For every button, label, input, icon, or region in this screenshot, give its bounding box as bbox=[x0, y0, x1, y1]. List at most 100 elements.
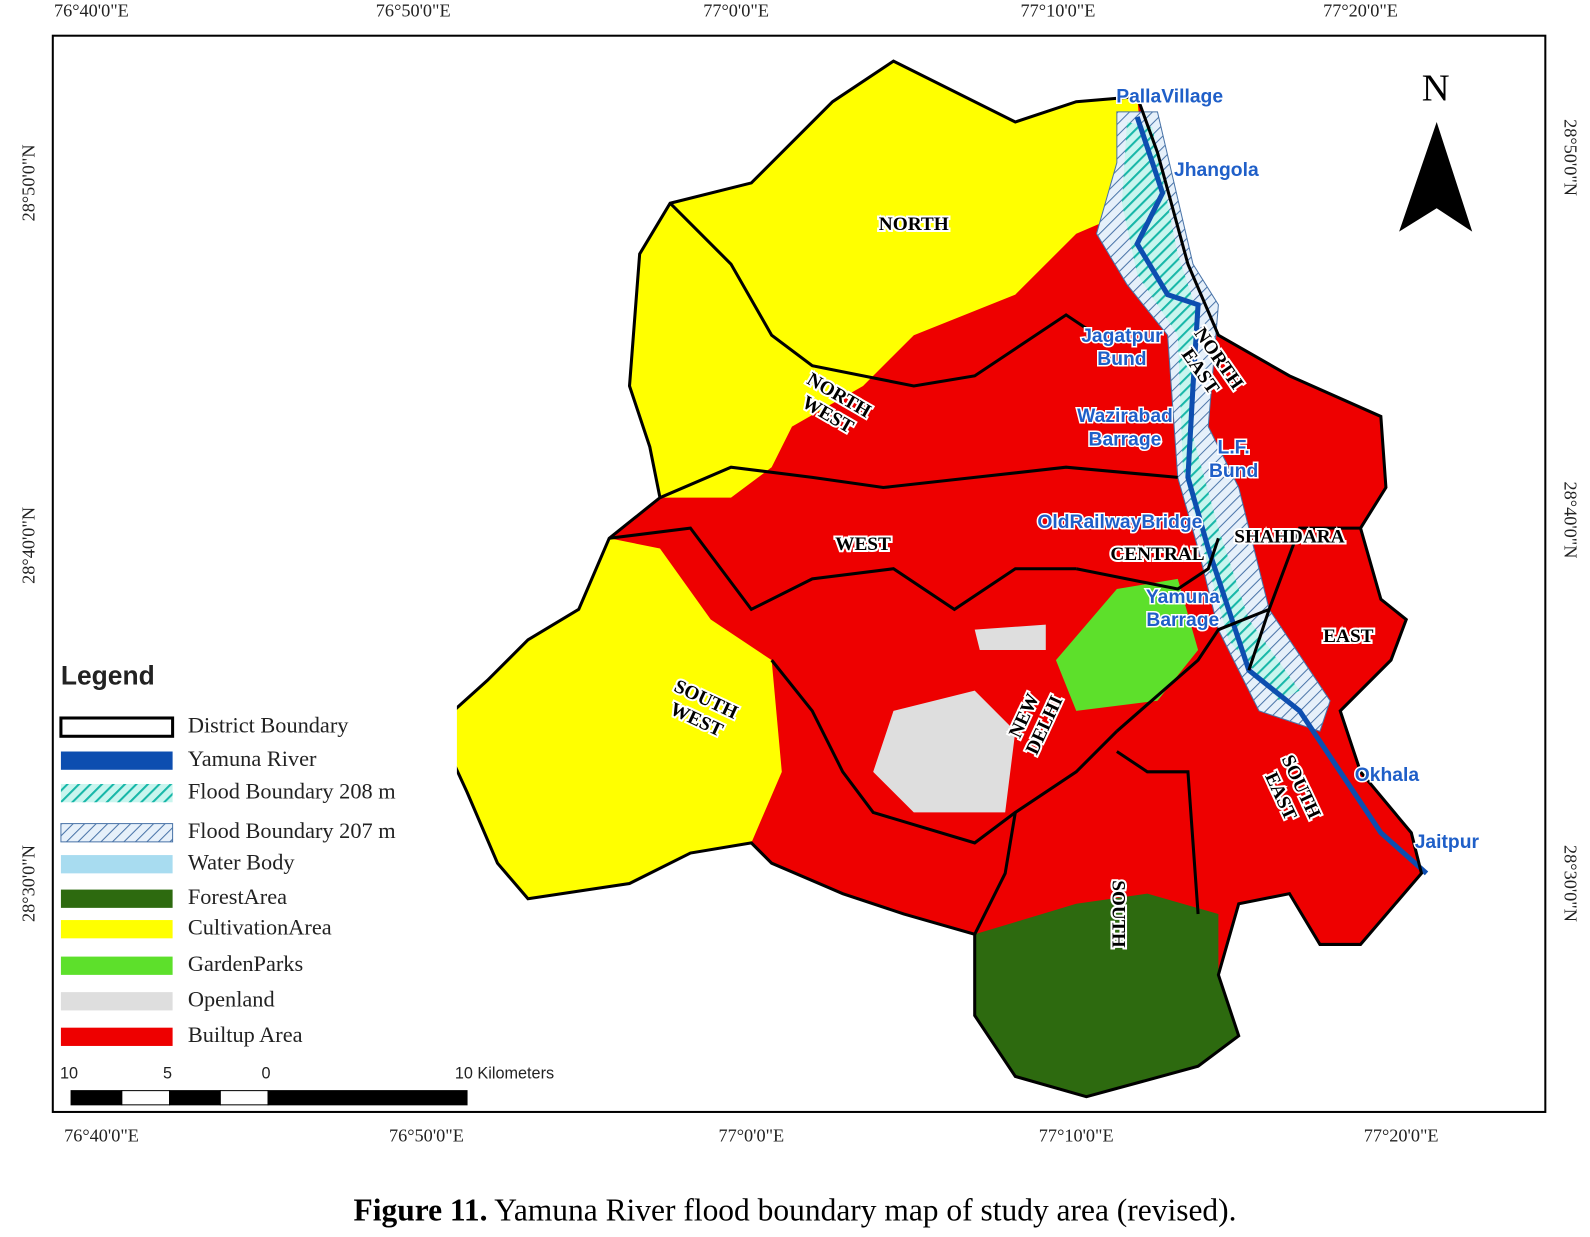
bottom-axis-label: 77°20'0"E bbox=[1364, 1126, 1439, 1146]
legend-title: Legend bbox=[61, 660, 155, 690]
district-boundaries bbox=[434, 59, 1424, 1099]
land-use-map bbox=[434, 59, 1429, 1099]
district-label-line: SOUTH bbox=[1107, 880, 1128, 948]
legend-swatch bbox=[60, 920, 173, 939]
place-label-line: Barrage bbox=[1146, 610, 1219, 631]
top-axis-label: 77°20'0"E bbox=[1323, 1, 1398, 21]
labels: 76°40'0"E 76°50'0"E 77°0'0"E 77°10'0"E 77°20… bbox=[19, 1, 1581, 1146]
place-label-line: Barrage bbox=[1089, 429, 1162, 450]
legend-label: District Boundary bbox=[188, 712, 349, 737]
place-label: L.F.Bund bbox=[1207, 436, 1259, 483]
scale-bar: 10 5 0 10 Kilometers bbox=[60, 1065, 554, 1106]
yamuna-river bbox=[1134, 116, 1429, 876]
legend-swatch bbox=[60, 992, 173, 1011]
caption-label: Figure 11. bbox=[354, 1193, 488, 1228]
top-axis-label: 77°10'0"E bbox=[1021, 1, 1096, 21]
district-label-line: NORTH bbox=[879, 214, 949, 235]
legend-swatch bbox=[60, 889, 173, 908]
left-axis-label: 28°30'0"N bbox=[19, 845, 39, 922]
legend: District Boundary Yamuna River Flood Bound… bbox=[59, 712, 396, 1047]
top-axis-label: 76°50'0"E bbox=[376, 1, 451, 21]
north-arrow-shape bbox=[1399, 122, 1473, 232]
place-label: Jaitpur bbox=[1413, 830, 1481, 854]
place-label: Okhala bbox=[1353, 763, 1421, 787]
right-axis-label: 28°30'0"N bbox=[1560, 845, 1580, 922]
legend-swatch bbox=[60, 783, 173, 803]
district-label-line: CENTRAL bbox=[1110, 544, 1204, 565]
cultivation-area bbox=[436, 538, 782, 899]
legend-label: Flood Boundary 208 m bbox=[188, 778, 396, 803]
openland bbox=[974, 624, 1046, 650]
scale-segment bbox=[70, 1090, 123, 1106]
place-label-line: Okhala bbox=[1355, 765, 1420, 786]
bottom-axis-label: 76°50'0"E bbox=[389, 1126, 464, 1146]
right-axis-label: 28°40'0"N bbox=[1560, 482, 1580, 559]
flood-boundary-208 bbox=[1121, 122, 1300, 701]
legend-label: CultivationArea bbox=[188, 914, 332, 939]
district-label: SHAHDARA bbox=[1232, 525, 1346, 550]
top-axis-label: 76°40'0"E bbox=[54, 1, 129, 21]
scale-segment bbox=[121, 1090, 171, 1106]
bottom-axis-label: 77°10'0"E bbox=[1039, 1126, 1114, 1146]
place-label-line: Yamuna bbox=[1146, 587, 1220, 608]
legend-swatch bbox=[60, 1027, 173, 1046]
legend-swatch bbox=[60, 855, 173, 874]
caption: Figure 11. Yamuna River flood boundary m… bbox=[354, 1193, 1237, 1228]
district-label-line: EAST bbox=[1323, 626, 1374, 647]
openland bbox=[873, 690, 1016, 813]
place-label-line: OldRailwayBridge bbox=[1037, 512, 1202, 533]
place-label: Jhangola bbox=[1173, 158, 1261, 182]
legend-swatch bbox=[59, 716, 175, 738]
place-label: OldRailwayBridge bbox=[1036, 511, 1204, 535]
place-label-line: PallaVillage bbox=[1116, 87, 1223, 108]
place-label-line: Bund bbox=[1097, 349, 1146, 370]
place-label-line: Bund bbox=[1209, 461, 1258, 482]
scale-label: 5 bbox=[163, 1065, 172, 1083]
district-label: NORTH bbox=[877, 212, 951, 237]
garden-parks bbox=[1055, 578, 1199, 711]
left-axis-label: 28°40'0"N bbox=[19, 507, 39, 584]
legend-label: Openland bbox=[188, 986, 275, 1011]
place-label: PallaVillage bbox=[1115, 85, 1225, 109]
right-axis-label: 28°50'0"N bbox=[1560, 119, 1580, 196]
district-label: EAST bbox=[1321, 624, 1376, 649]
place-label-line: Jhangola bbox=[1174, 160, 1259, 181]
place-label-line: Jagatpur bbox=[1081, 326, 1163, 347]
scale-segment bbox=[219, 1090, 269, 1106]
legend-label: GardenParks bbox=[188, 951, 303, 976]
north-arrow: N bbox=[1399, 67, 1473, 232]
legend-label: Flood Boundary 207 m bbox=[188, 818, 396, 843]
bottom-axis-label: 77°0'0"E bbox=[718, 1126, 784, 1146]
scale-segment bbox=[267, 1090, 468, 1106]
district-label-line: SHAHDARA bbox=[1234, 527, 1344, 548]
scale-label: 0 bbox=[261, 1065, 270, 1083]
legend-swatch bbox=[60, 751, 173, 770]
cultivation-area bbox=[629, 61, 1148, 498]
scale-end-label: 10 Kilometers bbox=[455, 1065, 554, 1083]
legend-label: ForestArea bbox=[188, 884, 287, 909]
district-label-line: WEST bbox=[835, 534, 891, 555]
place-label-line: L.F. bbox=[1218, 438, 1250, 459]
legend-swatch bbox=[60, 823, 174, 843]
legend-swatch bbox=[60, 956, 173, 975]
top-axis-label: 77°0'0"E bbox=[703, 1, 769, 21]
legend-label: Water Body bbox=[188, 849, 296, 874]
scale-label: 10 bbox=[60, 1065, 78, 1083]
legend-label: Builtup Area bbox=[188, 1022, 303, 1047]
scale-segment bbox=[169, 1090, 221, 1106]
place-label-line: Jaitpur bbox=[1415, 832, 1480, 853]
legend-label: Yamuna River bbox=[188, 746, 317, 771]
bottom-axis-label: 76°40'0"E bbox=[64, 1126, 139, 1146]
district-label: CENTRAL bbox=[1108, 542, 1206, 567]
place-label-line: Wazirabad bbox=[1077, 406, 1173, 427]
district-label: WEST bbox=[833, 532, 893, 557]
district-label: SOUTH bbox=[1105, 878, 1130, 950]
forest-area bbox=[974, 893, 1239, 1097]
left-axis-label: 28°50'0"N bbox=[19, 144, 39, 221]
caption-text: Yamuna River flood boundary map of study… bbox=[488, 1193, 1237, 1228]
north-arrow-label: N bbox=[1422, 67, 1450, 109]
